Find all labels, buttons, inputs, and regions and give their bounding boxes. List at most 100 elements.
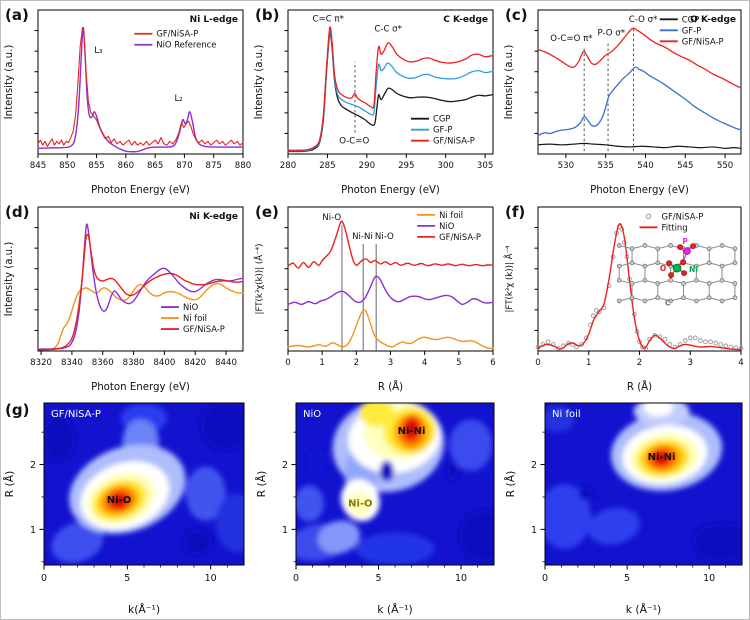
intensity-blob xyxy=(545,484,591,549)
panel-f-exafs-fitting: 0 1 2 3 4 GF/NiSA-P Fitting R (Å) |FT(k³χ (k))| … xyxy=(501,198,749,395)
panel-letter: (d) xyxy=(5,203,29,221)
line-chart-svg: 280 285 290 295 300 305 C=C π* C-C σ* O-C=O C K-e… xyxy=(254,6,494,196)
y-axis-label: |FT(k³χ(k))| (Å⁻⁴) xyxy=(253,244,265,315)
intensity-blob xyxy=(182,529,213,556)
wavelet-contour-svg: 0 5 10 1 2 Ni-Ni Ni foil k (Å⁻¹) R (Å) xyxy=(504,402,743,616)
atom-label-c: C xyxy=(665,299,671,308)
x-tick-label: 875 xyxy=(206,161,222,171)
x-tick-label: 860 xyxy=(118,161,134,171)
intensity-blob xyxy=(317,520,361,554)
x-axis-label: k (Å⁻¹) xyxy=(626,603,662,616)
x-tick-label: 845 xyxy=(30,161,46,171)
panel-g-wavelet-nio: 0 5 10 1 2 Ni-Ni Ni-O NiO k (Å⁻¹) R (Å) xyxy=(253,395,501,619)
carbon-atom xyxy=(706,295,712,301)
data-point-circle xyxy=(662,336,668,342)
data-point-circle xyxy=(545,339,551,345)
series-ni-foil xyxy=(37,282,244,351)
panel-e-ft-exafs: 0 1 2 3 4 5 6 Ni-O Ni-Ni Ni-O Ni foil NiO GF/NiSA-P R… xyxy=(251,198,501,395)
legend-label: GF-P xyxy=(682,25,701,35)
series-fitting xyxy=(537,223,742,351)
panel-g-wavelet-gfnisap: 0 5 10 1 2 Ni-O GF/NiSA-P k(Å⁻¹) R (Å) (g) xyxy=(1,395,251,619)
x-axis-label: Photon Energy (eV) xyxy=(91,185,190,196)
legend-label: Ni foil xyxy=(183,313,207,323)
carbon-atom xyxy=(616,298,622,304)
legend-label: GF/NiSA-P xyxy=(156,29,198,39)
series-gf-nisa-p xyxy=(535,224,744,351)
annotation: Ni-O xyxy=(322,213,341,223)
carbon-atom xyxy=(732,295,738,301)
intensity-blob xyxy=(379,460,394,482)
annotation: Ni-Ni xyxy=(352,232,373,242)
series-gf-nisa-p xyxy=(37,233,244,351)
x-tick-label: 4 xyxy=(738,358,743,368)
carbon-atom xyxy=(668,298,673,304)
carbon-atom xyxy=(655,295,661,301)
carbon-atom xyxy=(719,298,725,304)
oxygen-atom xyxy=(681,270,687,276)
legend-label: GF/NiSA-P xyxy=(682,36,724,46)
x-tick-label: 2 xyxy=(637,358,642,368)
x-axis-label: Photon Energy (eV) xyxy=(91,382,190,393)
line-chart-svg: 845 850 855 860 865 870 875 880 L₃ L₂ Ni L-edge GF/… xyxy=(4,6,251,196)
carbon-atom xyxy=(693,298,699,304)
x-tick-label: 10 xyxy=(205,573,217,584)
x-tick-label: 10 xyxy=(455,573,467,584)
x-axis-label: k(Å⁻¹) xyxy=(128,603,160,616)
legend-label: CGP xyxy=(433,114,450,124)
legend-label: GF/NiSA-P xyxy=(439,232,481,242)
x-tick-label: 870 xyxy=(176,161,192,171)
x-tick-label: 550 xyxy=(717,161,733,171)
carbon-atom xyxy=(706,246,712,252)
contour-annotation: Ni-Ni xyxy=(648,452,676,463)
annotation: C-O σ* xyxy=(629,15,658,25)
data-point-circle xyxy=(708,339,713,345)
intensity-blob xyxy=(185,466,226,521)
carbon-atom xyxy=(629,281,635,286)
panel-letter: (c) xyxy=(505,6,528,24)
x-tick-label: 880 xyxy=(235,161,251,171)
legend-label: NiO xyxy=(183,302,199,312)
contour-annotation: Ni-Ni xyxy=(398,426,426,437)
oxygen-atom xyxy=(666,260,672,266)
panel-d-ni-k-edge: 8320 8340 8360 8380 8400 8420 8440 Ni K-edge NiO… xyxy=(1,198,251,395)
series-nio-reference xyxy=(37,26,244,153)
series-ni-foil xyxy=(287,309,494,350)
contour-map xyxy=(545,403,742,565)
carbon-atom xyxy=(706,281,712,286)
panel-letter: (f) xyxy=(505,203,525,221)
x-tick-label: 530 xyxy=(558,161,574,171)
panel-letter: (a) xyxy=(5,6,29,24)
legend-label: GF/NiSA-P xyxy=(183,324,225,334)
x-tick-label: 5 xyxy=(124,573,130,584)
annotation: Ni-O xyxy=(375,232,394,242)
y-axis-label: Intensity (a.u.) xyxy=(254,45,265,120)
x-tick-label: 855 xyxy=(88,161,104,171)
x-tick-label: 5 xyxy=(375,573,381,584)
contour-annotation: Ni-O xyxy=(107,495,131,506)
data-point-circle xyxy=(579,342,584,347)
annotation: O-C=O π* xyxy=(550,34,593,44)
x-tick-label: 4 xyxy=(422,358,427,368)
carbon-atom xyxy=(655,246,661,252)
y-axis-label: R (Å) xyxy=(255,471,268,498)
wavelet-contour-svg: 0 5 10 1 2 Ni-O GF/NiSA-P k(Å⁻¹) R (Å) (g) xyxy=(3,401,245,616)
x-tick-label: 8440 xyxy=(215,358,237,368)
carbon-atom xyxy=(616,243,622,248)
legend-label: GF/NiSA-P xyxy=(662,211,704,221)
panel-letter: (e) xyxy=(255,203,279,221)
carbon-atom xyxy=(616,263,622,269)
intensity-blob xyxy=(446,461,459,481)
intensity-blob xyxy=(654,451,669,465)
carbon-atom xyxy=(719,277,725,283)
intensity-blob xyxy=(359,403,395,427)
x-tick-label: 0 xyxy=(535,358,540,368)
x-tick-label: 1 xyxy=(586,358,591,368)
contour-title: NiO xyxy=(303,409,321,420)
contour-annotation: Ni-O xyxy=(348,498,372,509)
carbon-atom xyxy=(655,281,661,286)
panel-letter: (b) xyxy=(255,6,279,24)
carbon-atom xyxy=(693,277,699,283)
